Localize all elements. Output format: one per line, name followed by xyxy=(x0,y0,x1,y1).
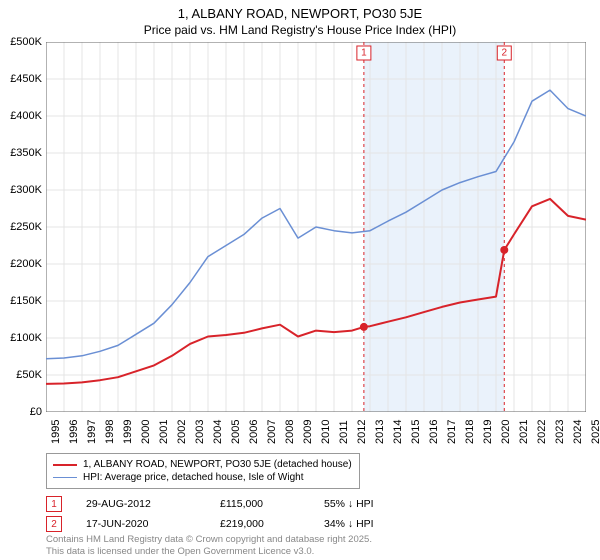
y-tick-label: £350K xyxy=(10,147,42,159)
y-tick-label: £100K xyxy=(10,332,42,344)
chart-title: 1, ALBANY ROAD, NEWPORT, PO30 5JE xyxy=(0,0,600,21)
x-tick-label: 1999 xyxy=(122,420,134,444)
chart-svg: 12 xyxy=(46,42,586,412)
event-diff: 55% ↓ HPI xyxy=(324,498,414,510)
plot-area: 12 xyxy=(46,42,586,412)
x-tick-label: 2022 xyxy=(536,420,548,444)
x-tick-label: 2008 xyxy=(284,420,296,444)
x-tick-label: 2017 xyxy=(446,420,458,444)
x-tick-label: 2000 xyxy=(140,420,152,444)
x-tick-label: 2009 xyxy=(302,420,314,444)
legend-swatch xyxy=(53,464,77,466)
legend: 1, ALBANY ROAD, NEWPORT, PO30 5JE (detac… xyxy=(46,453,360,489)
x-tick-label: 2024 xyxy=(572,420,584,444)
x-tick-label: 2020 xyxy=(500,420,512,444)
footer: Contains HM Land Registry data © Crown c… xyxy=(46,534,372,557)
y-tick-label: £150K xyxy=(10,295,42,307)
x-tick-label: 1995 xyxy=(50,420,62,444)
y-tick-label: £400K xyxy=(10,110,42,122)
event-marker: 2 xyxy=(46,516,62,532)
x-tick-label: 2003 xyxy=(194,420,206,444)
svg-text:1: 1 xyxy=(361,48,367,59)
event-price: £219,000 xyxy=(220,518,300,530)
y-tick-label: £450K xyxy=(10,73,42,85)
event-diff: 34% ↓ HPI xyxy=(324,518,414,530)
legend-swatch xyxy=(53,477,77,478)
event-row: 2 17-JUN-2020 £219,000 34% ↓ HPI xyxy=(46,514,414,534)
y-tick-label: £0 xyxy=(30,406,42,418)
x-tick-label: 2007 xyxy=(266,420,278,444)
x-tick-label: 2002 xyxy=(176,420,188,444)
x-tick-label: 2016 xyxy=(428,420,440,444)
x-tick-label: 2023 xyxy=(554,420,566,444)
x-tick-label: 1996 xyxy=(68,420,80,444)
x-tick-label: 2014 xyxy=(392,420,404,444)
event-marker: 1 xyxy=(46,496,62,512)
legend-item: 1, ALBANY ROAD, NEWPORT, PO30 5JE (detac… xyxy=(53,458,353,471)
x-tick-label: 2025 xyxy=(590,420,600,444)
y-tick-label: £50K xyxy=(16,369,42,381)
x-tick-label: 2012 xyxy=(356,420,368,444)
x-tick-label: 2011 xyxy=(338,420,350,444)
x-tick-label: 2005 xyxy=(230,420,242,444)
event-date: 17-JUN-2020 xyxy=(86,518,196,530)
event-row: 1 29-AUG-2012 £115,000 55% ↓ HPI xyxy=(46,494,414,514)
x-tick-label: 2015 xyxy=(410,420,422,444)
footer-line: This data is licensed under the Open Gov… xyxy=(46,546,372,557)
chart-container: 1, ALBANY ROAD, NEWPORT, PO30 5JE Price … xyxy=(0,0,600,560)
y-tick-label: £250K xyxy=(10,221,42,233)
x-tick-label: 2018 xyxy=(464,420,476,444)
x-tick-label: 2004 xyxy=(212,420,224,444)
x-tick-label: 1997 xyxy=(86,420,98,444)
event-table: 1 29-AUG-2012 £115,000 55% ↓ HPI 2 17-JU… xyxy=(46,494,414,534)
x-tick-label: 2013 xyxy=(374,420,386,444)
x-tick-label: 2010 xyxy=(320,420,332,444)
event-date: 29-AUG-2012 xyxy=(86,498,196,510)
legend-label: 1, ALBANY ROAD, NEWPORT, PO30 5JE (detac… xyxy=(83,459,352,470)
y-tick-label: £300K xyxy=(10,184,42,196)
legend-label: HPI: Average price, detached house, Isle… xyxy=(83,472,304,483)
event-price: £115,000 xyxy=(220,498,300,510)
legend-item: HPI: Average price, detached house, Isle… xyxy=(53,471,353,484)
x-tick-label: 1998 xyxy=(104,420,116,444)
x-tick-label: 2021 xyxy=(518,420,530,444)
y-tick-label: £200K xyxy=(10,258,42,270)
chart-subtitle: Price paid vs. HM Land Registry's House … xyxy=(0,21,600,41)
x-tick-label: 2001 xyxy=(158,420,170,444)
footer-line: Contains HM Land Registry data © Crown c… xyxy=(46,534,372,545)
x-tick-label: 2019 xyxy=(482,420,494,444)
x-tick-label: 2006 xyxy=(248,420,260,444)
y-tick-label: £500K xyxy=(10,36,42,48)
svg-text:2: 2 xyxy=(501,48,507,59)
